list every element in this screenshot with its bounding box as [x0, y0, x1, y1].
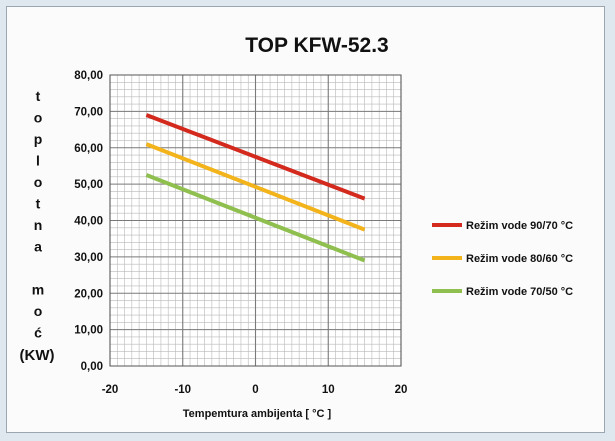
- y-axis-label-char: o: [34, 303, 43, 319]
- chart-canvas: TOP KFW-52.3 0,00 10,00 20,00 30,00 40,00 50,…: [20, 34, 574, 420]
- x-tick-label: -20: [102, 384, 119, 396]
- x-axis-label: Tempemtura ambijenta [ °C ]: [183, 408, 332, 420]
- y-tick-label: 40,00: [74, 216, 103, 228]
- legend-label-2: Režim vode 80/60 °C: [466, 253, 573, 265]
- series-line-1: [145, 113, 366, 201]
- axes: 0,00 10,00 20,00 30,00 40,00 50,00 60,00 70,00 8…: [74, 70, 407, 396]
- y-tick-label: 80,00: [74, 70, 103, 82]
- y-axis-label-char: t: [36, 196, 41, 212]
- x-tick-label: 0: [252, 384, 258, 396]
- legend-label-1: Režim vode 90/70 °C: [466, 220, 573, 232]
- y-tick-label: 70,00: [74, 106, 103, 118]
- y-tick-label: 20,00: [74, 288, 103, 300]
- series-lines: [145, 113, 366, 263]
- grid: [109, 74, 402, 367]
- y-tick-label: 0,00: [81, 361, 103, 373]
- y-axis-label-char: n: [34, 217, 43, 233]
- y-axis-label-char: m: [32, 282, 44, 298]
- x-tick-label: 10: [322, 384, 335, 396]
- y-tick-label: 60,00: [74, 143, 103, 155]
- series-line-2: [145, 142, 366, 232]
- y-axis-label-char: a: [34, 239, 42, 255]
- y-axis-label-char: p: [34, 131, 43, 147]
- x-tick-label: 20: [395, 384, 408, 396]
- plot-border: [109, 74, 402, 367]
- y-tick-label: 50,00: [74, 179, 103, 191]
- y-axis-label-char: o: [34, 110, 43, 126]
- legend-label-3: Režim vode 70/50 °C: [466, 286, 573, 298]
- y-tick-label: 30,00: [74, 252, 103, 264]
- series-line-3: [145, 173, 366, 263]
- chart-title: TOP KFW-52.3: [245, 34, 389, 57]
- y-axis-label-char: ć: [34, 325, 42, 341]
- y-tick-label: 10,00: [74, 325, 103, 337]
- y-axis-label-unit: (KW): [20, 347, 55, 364]
- chart-frame: TOP KFW-52.3 0,00 10,00 20,00 30,00 40,00 50,…: [6, 6, 605, 433]
- legend: Režim vode 90/70 °C Režim vode 80/60 °C Re…: [432, 220, 573, 298]
- y-axis-label-char: t: [36, 88, 41, 104]
- x-tick-label: -10: [174, 384, 191, 396]
- y-axis-label-char: o: [34, 174, 43, 190]
- y-axis-label-char: l: [36, 153, 40, 169]
